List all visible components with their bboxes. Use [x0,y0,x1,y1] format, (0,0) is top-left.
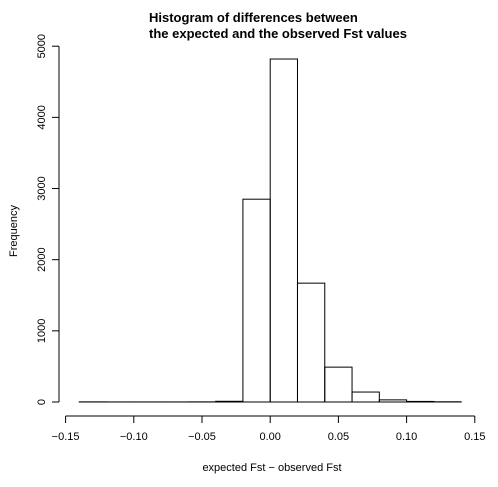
x-tick-label: 0.15 [464,431,485,443]
histogram-bars [79,59,461,402]
y-axis-label: Frequency [8,205,20,257]
y-tick-label: 2000 [36,247,48,271]
histogram-bar [379,400,406,402]
x-axis: −0.15 −0.10 −0.05 0.00 0.05 0.10 0.15 [52,416,486,443]
y-tick-label: 4000 [36,105,48,129]
x-tick-label: −0.10 [120,431,148,443]
x-tick-label: 0.00 [259,431,280,443]
histogram-bar [216,401,243,402]
chart-title-line-1: Histogram of differences between [149,10,358,25]
x-tick-label: −0.15 [52,431,80,443]
histogram-bar [325,367,352,402]
x-axis-label: expected Fst − observed Fst [202,462,341,474]
histogram-bar [270,59,297,402]
y-tick-label: 1000 [36,319,48,343]
histogram-bar [407,401,434,402]
chart-title-line-2: the expected and the observed Fst values [149,26,407,41]
histogram-bar [297,283,324,402]
histogram-bar [243,199,270,402]
chart-title: Histogram of differences between the exp… [149,10,407,41]
y-tick-label: 0 [36,399,48,405]
y-axis: 0 1000 2000 3000 4000 5000 [36,34,59,405]
y-tick-label: 5000 [36,34,48,58]
histogram-bar [352,392,379,402]
x-tick-label: −0.05 [188,431,216,443]
y-tick-label: 3000 [36,176,48,200]
x-tick-label: 0.05 [328,431,349,443]
x-tick-label: 0.10 [396,431,417,443]
